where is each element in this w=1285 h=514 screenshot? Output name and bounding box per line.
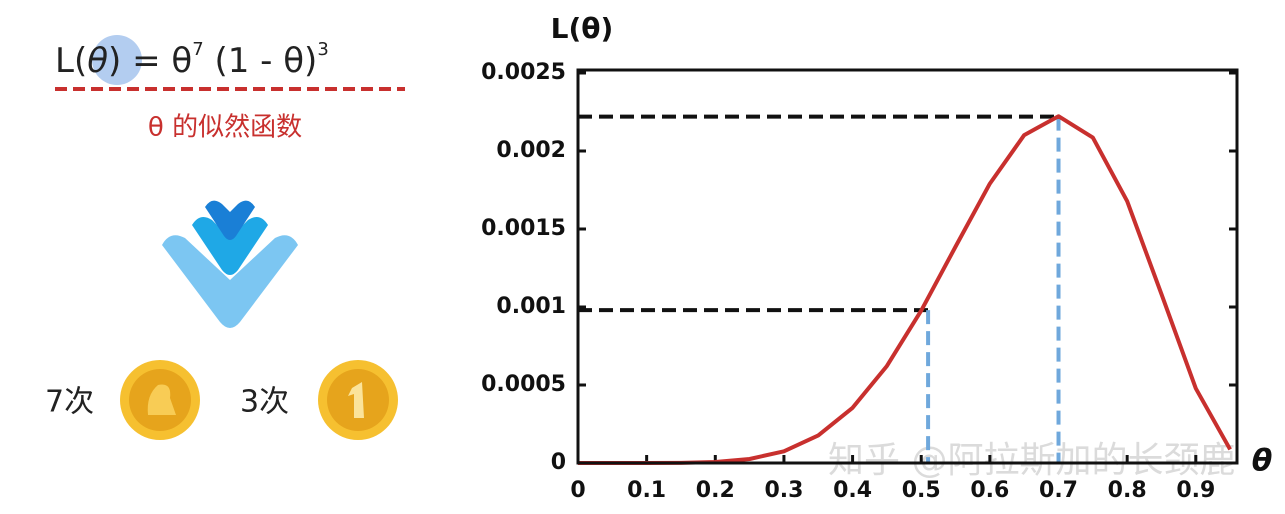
highlight — [92, 35, 142, 85]
coin-tails — [120, 360, 200, 440]
coin-heads — [318, 360, 398, 440]
x-tick-label: 0.7 — [1039, 478, 1078, 503]
x-tick-label: 0.2 — [696, 478, 735, 503]
formula-part: θ — [87, 41, 108, 81]
x-tick-label: 0.6 — [970, 478, 1009, 503]
line — [578, 114, 1232, 465]
x-tick-label: 0.3 — [764, 478, 803, 503]
x-tick-label: 0.1 — [627, 478, 666, 503]
coin-label: 3次 — [240, 385, 289, 420]
x-tick-label: 0.8 — [1108, 478, 1147, 503]
caption: θ 的似然函数 — [148, 113, 302, 143]
x-tick-label: 0.5 — [902, 478, 941, 503]
x-tick-label: 0.9 — [1176, 478, 1215, 503]
arrow — [162, 200, 298, 328]
formula-part: (1 - θ) — [204, 41, 318, 81]
y-tick-label: 0.002 — [496, 138, 566, 163]
x-tick-label: 0 — [570, 478, 585, 503]
x-axis-label: θ — [1252, 444, 1273, 479]
chart: 知乎 @阿拉斯加的长颈鹿 L(θ) θ 0 0.0005 0.001 0.0015 0.002… — [481, 12, 1272, 503]
y-tick-label: 0.0005 — [481, 372, 566, 397]
y-tick-label: 0.0025 — [481, 60, 566, 85]
y-tick-label: 0.001 — [496, 294, 566, 319]
y-axis-label: L(θ) — [551, 12, 614, 45]
formula-part: L( — [55, 41, 87, 81]
formula-part: 7 — [192, 39, 203, 60]
plot-frame — [576, 68, 1239, 465]
y-tick-label: 0.0015 — [481, 216, 566, 241]
x-tick-label: 0.4 — [833, 478, 872, 503]
y-tick-label: 0 — [551, 450, 566, 475]
watermark: 知乎 @阿拉斯加的长颈鹿 — [828, 440, 1235, 481]
formula-part: ) = θ — [108, 41, 192, 81]
formula: L(θ) = θ7 (1 - θ)3 — [55, 39, 329, 81]
formula-part: 3 — [317, 39, 328, 60]
coin-label: 7次 — [45, 385, 94, 420]
